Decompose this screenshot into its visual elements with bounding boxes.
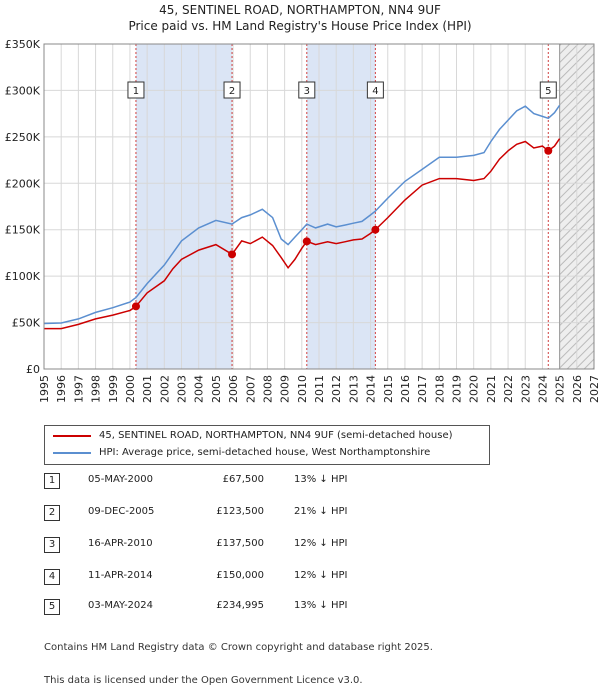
sale-price: £123,500: [216, 506, 264, 517]
plot-frame: [43, 43, 595, 370]
sale-date: 09-DEC-2005: [88, 506, 155, 517]
sale-date: 05-MAY-2000: [88, 474, 154, 485]
x-tick-label: 2017: [416, 375, 429, 403]
x-tick-label: 2021: [485, 375, 498, 403]
x-tick-label: 2011: [313, 375, 326, 403]
sale-hpi-diff: 12% ↓ HPI: [294, 538, 348, 549]
x-tick-label: 2014: [365, 375, 378, 403]
table-row: 2 09-DEC-2005 £123,500 21% ↓ HPI: [44, 504, 464, 522]
x-tick-label: 2006: [227, 375, 240, 403]
x-tick-label: 2016: [399, 375, 412, 403]
footer-attribution: Contains HM Land Registry data © Crown c…: [44, 620, 433, 697]
hpi-series-line: [43, 104, 561, 325]
table-row: 1 05-MAY-2000 £67,500 13% ↓ HPI: [44, 472, 464, 490]
sale-number-badge: 3: [44, 537, 60, 553]
legend-label-hpi: HPI: Average price, semi-detached house,…: [99, 447, 431, 458]
x-tick-label: 2010: [296, 375, 309, 403]
x-tick-label: 1996: [55, 375, 68, 403]
x-tick-label: 1998: [90, 375, 103, 403]
x-tick-label: 2012: [330, 375, 343, 403]
sale-point: [228, 250, 237, 259]
sale-hpi-diff: 12% ↓ HPI: [294, 570, 348, 581]
x-tick-label: 2013: [347, 375, 360, 403]
sale-number-label: 4: [372, 86, 378, 97]
x-tick-label: 2024: [536, 375, 549, 403]
sale-number-label: 3: [304, 86, 310, 97]
x-tick-label: 1997: [72, 375, 85, 403]
table-row: 3 16-APR-2010 £137,500 12% ↓ HPI: [44, 536, 464, 554]
y-tick-label: £300K: [5, 84, 41, 97]
sale-number-box: [127, 81, 145, 99]
y-tick-label: £200K: [5, 177, 41, 190]
title-subtitle: Price paid vs. HM Land Registry's House …: [128, 19, 472, 33]
table-row: 5 03-MAY-2024 £234,995 13% ↓ HPI: [44, 598, 464, 616]
x-tick-label: 2027: [588, 375, 600, 403]
x-tick-label: 2005: [210, 375, 223, 403]
y-tick-label: £150K: [5, 224, 41, 237]
x-tick-label: 2007: [244, 375, 257, 403]
legend-swatch-price: [53, 435, 91, 437]
footer-copyright: Contains HM Land Registry data © Crown c…: [44, 642, 433, 653]
x-tick-label: 2008: [261, 375, 274, 403]
x-tick-label: 2022: [502, 375, 515, 403]
y-tick-label: £350K: [5, 38, 41, 51]
chart-legend: 45, SENTINEL ROAD, NORTHAMPTON, NN4 9UF …: [44, 425, 490, 465]
sale-number-box: [366, 81, 384, 99]
legend-label-price: 45, SENTINEL ROAD, NORTHAMPTON, NN4 9UF …: [99, 430, 453, 441]
x-tick-label: 2026: [571, 375, 584, 403]
sale-number-badge: 2: [44, 505, 60, 521]
legend-swatch-hpi: [53, 452, 91, 454]
x-tick-label: 2025: [554, 375, 567, 403]
x-tick-label: 2023: [519, 375, 532, 403]
x-tick-label: 2015: [382, 375, 395, 403]
x-tick-label: 1995: [38, 375, 51, 403]
chart-title: 45, SENTINEL ROAD, NORTHAMPTON, NN4 9UF …: [0, 2, 600, 34]
y-tick-label: £100K: [5, 270, 41, 283]
x-tick-label: 2002: [158, 375, 171, 403]
sale-hpi-diff: 21% ↓ HPI: [294, 506, 348, 517]
x-tick-label: 2000: [124, 375, 137, 403]
x-tick-label: 2009: [279, 375, 292, 403]
y-tick-label: £50K: [12, 317, 41, 330]
sale-number-badge: 4: [44, 569, 60, 585]
x-tick-label: 2003: [176, 375, 189, 403]
x-tick-label: 2018: [433, 375, 446, 403]
sale-hpi-diff: 13% ↓ HPI: [294, 474, 348, 485]
ownership-shade: [306, 44, 376, 369]
footer-licence: This data is licensed under the Open Gov…: [44, 675, 363, 686]
sale-number-box: [298, 81, 316, 99]
x-tick-label: 2001: [141, 375, 154, 403]
x-tick-label: 2020: [468, 375, 481, 403]
sale-number-box: [223, 81, 241, 99]
sale-number-badge: 1: [44, 473, 60, 489]
sale-point: [131, 302, 140, 311]
title-address: 45, SENTINEL ROAD, NORTHAMPTON, NN4 9UF: [159, 3, 441, 17]
x-tick-label: 2019: [451, 375, 464, 403]
y-tick-label: £250K: [5, 131, 41, 144]
y-tick-label: £0: [26, 363, 40, 376]
sale-price: £234,995: [216, 600, 264, 611]
sale-date: 11-APR-2014: [88, 570, 153, 581]
ownership-shade: [135, 44, 233, 369]
sale-number-badge: 5: [44, 599, 60, 615]
table-row: 4 11-APR-2014 £150,000 12% ↓ HPI: [44, 568, 464, 586]
sale-number-label: 5: [545, 86, 551, 97]
sale-hpi-diff: 13% ↓ HPI: [294, 600, 348, 611]
sale-date: 16-APR-2010: [88, 538, 153, 549]
x-tick-label: 1999: [107, 375, 120, 403]
sale-number-label: 1: [133, 86, 139, 97]
sale-price: £137,500: [216, 538, 264, 549]
sale-number-label: 2: [229, 86, 235, 97]
sale-point: [371, 225, 380, 234]
sale-price: £67,500: [222, 474, 264, 485]
sale-number-box: [539, 81, 557, 99]
price-series-line: [44, 138, 561, 330]
x-tick-label: 2004: [193, 375, 206, 403]
price-chart: 1 2 3 4 5 £0 £50K £100K £150K £200K £250K £300K £350…: [5, 38, 600, 403]
sale-price: £150,000: [216, 570, 264, 581]
sale-date: 03-MAY-2024: [88, 600, 154, 611]
sale-point: [302, 237, 311, 246]
sale-point: [544, 146, 553, 155]
